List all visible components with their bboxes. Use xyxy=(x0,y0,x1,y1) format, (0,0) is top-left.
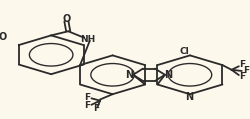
Text: F: F xyxy=(84,93,90,102)
Text: NH: NH xyxy=(80,35,96,44)
Text: N: N xyxy=(125,70,134,80)
Text: F: F xyxy=(93,104,99,113)
Text: N: N xyxy=(164,70,172,80)
Text: F: F xyxy=(84,101,90,110)
Text: O: O xyxy=(62,14,70,24)
Text: F: F xyxy=(243,67,250,75)
Text: F: F xyxy=(240,60,246,69)
Text: O: O xyxy=(0,32,6,42)
Text: Cl: Cl xyxy=(180,47,189,56)
Text: F: F xyxy=(240,72,246,81)
Text: N: N xyxy=(185,92,193,102)
